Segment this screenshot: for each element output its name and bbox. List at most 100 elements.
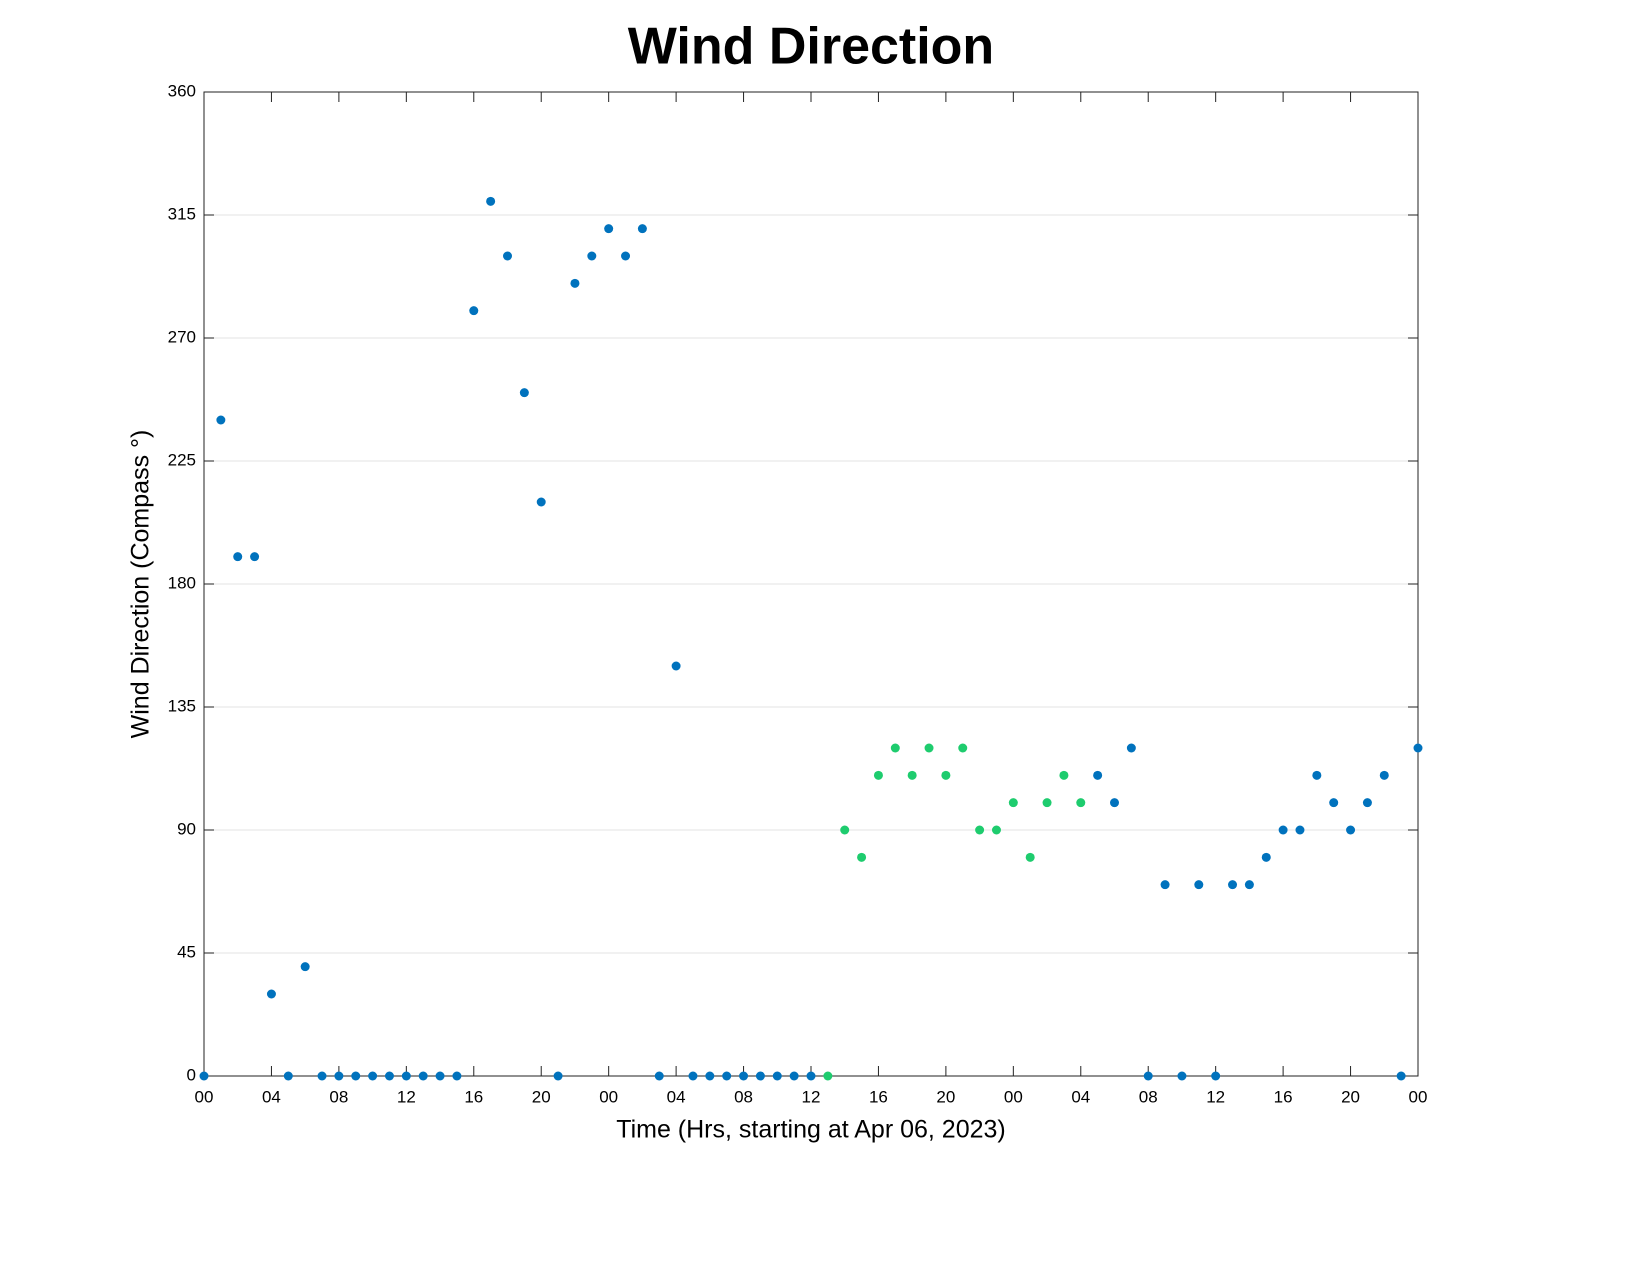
x-tick-label: 20 (532, 1087, 551, 1106)
point (1008, 798, 1018, 808)
point (1110, 798, 1119, 808)
point (1126, 743, 1136, 753)
x-tick-label: 04 (262, 1087, 281, 1106)
point (1194, 880, 1204, 890)
point (772, 1071, 782, 1081)
point (1228, 880, 1238, 890)
point (1059, 770, 1069, 780)
x-tick-label: 16 (464, 1087, 483, 1106)
point (941, 770, 951, 780)
point (705, 1071, 715, 1081)
point (789, 1071, 799, 1081)
point (317, 1071, 327, 1081)
point (823, 1071, 833, 1081)
y-tick-label: 225 (168, 450, 196, 469)
point (991, 825, 1001, 835)
x-tick-label: 04 (667, 1087, 686, 1106)
point (688, 1071, 698, 1081)
x-tick-label: 16 (869, 1087, 888, 1106)
y-axis-label: Wind Direction (Compass °) (127, 430, 155, 739)
point (503, 251, 512, 261)
point (637, 224, 647, 234)
point (587, 251, 597, 261)
x-tick-label: 20 (936, 1087, 955, 1106)
y-tick-label: 360 (168, 81, 196, 100)
y-tick-label: 135 (168, 696, 196, 715)
point (1396, 1071, 1406, 1081)
point (553, 1071, 563, 1081)
point (401, 1071, 411, 1081)
point (975, 825, 985, 835)
x-tick-label: 00 (599, 1087, 618, 1106)
point (1076, 798, 1086, 808)
x-tick-label: 00 (1004, 1087, 1023, 1106)
point (1211, 1071, 1221, 1081)
point (1261, 852, 1271, 862)
point (907, 770, 917, 780)
point (1025, 852, 1035, 862)
point (1362, 798, 1372, 808)
y-tick-label: 180 (168, 573, 196, 592)
point (233, 552, 243, 562)
point (806, 1071, 816, 1081)
point (739, 1071, 749, 1081)
y-tick-label: 270 (168, 327, 196, 346)
point (1346, 825, 1356, 835)
point (351, 1071, 361, 1081)
x-tick-label: 00 (195, 1087, 214, 1106)
x-tick-label: 12 (397, 1087, 416, 1106)
y-tick-label: 315 (168, 204, 196, 223)
x-tick-label: 00 (1409, 1087, 1428, 1106)
point (435, 1071, 445, 1081)
x-tick-label: 04 (1071, 1087, 1090, 1106)
point (368, 1071, 378, 1081)
point (1278, 825, 1288, 835)
point (604, 224, 614, 234)
y-tick-label: 0 (187, 1065, 196, 1084)
point (536, 497, 546, 507)
point (1312, 770, 1322, 780)
point (452, 1071, 462, 1081)
point (486, 196, 496, 206)
x-tick-label: 08 (734, 1087, 753, 1106)
point (570, 278, 580, 288)
point (1244, 880, 1254, 890)
point (384, 1071, 394, 1081)
point (621, 251, 631, 261)
point (334, 1071, 344, 1081)
y-tick-label: 90 (177, 819, 196, 838)
point (300, 962, 310, 972)
x-axis-label: Time (Hrs, starting at Apr 06, 2023) (616, 1116, 1006, 1144)
point (1295, 825, 1305, 835)
point (266, 989, 276, 999)
point (1093, 770, 1103, 780)
x-tick-label: 16 (1274, 1087, 1293, 1106)
point (755, 1071, 765, 1081)
point (1379, 770, 1389, 780)
point (250, 552, 260, 562)
point (283, 1071, 293, 1081)
point (1160, 880, 1170, 890)
x-tick-label: 12 (802, 1087, 821, 1106)
point (722, 1071, 732, 1081)
point (857, 852, 867, 862)
point (890, 743, 900, 753)
x-tick-label: 08 (329, 1087, 348, 1106)
point (873, 770, 883, 780)
point (216, 415, 226, 425)
point (199, 1071, 209, 1081)
point (1042, 798, 1052, 808)
point (1143, 1071, 1153, 1081)
x-tick-label: 20 (1341, 1087, 1360, 1106)
x-tick-label: 08 (1139, 1087, 1158, 1106)
point (840, 825, 850, 835)
point (1413, 743, 1423, 753)
point (1329, 798, 1339, 808)
point (1177, 1071, 1187, 1081)
point (924, 743, 934, 753)
point (671, 661, 681, 671)
y-tick-label: 45 (177, 942, 196, 961)
point (958, 743, 968, 753)
